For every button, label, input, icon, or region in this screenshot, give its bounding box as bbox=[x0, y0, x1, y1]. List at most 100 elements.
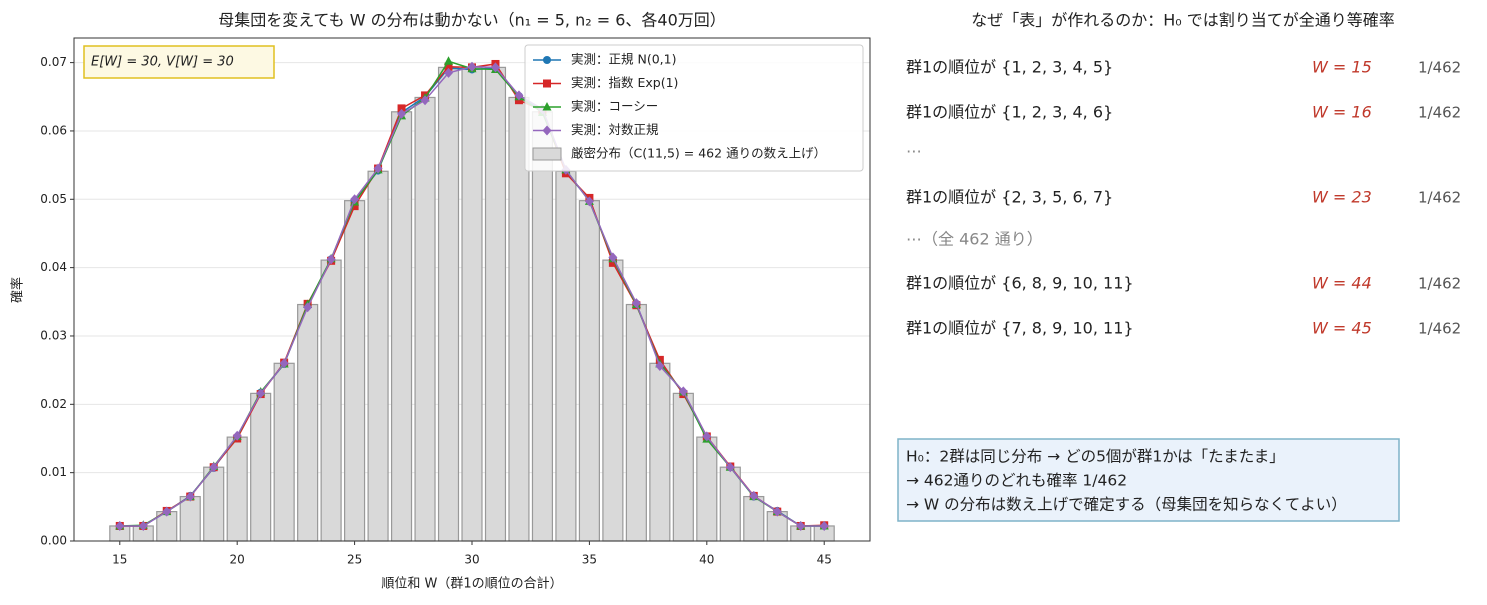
bar bbox=[344, 200, 366, 542]
row-w: W = 15 bbox=[1312, 58, 1372, 77]
row-label: ⋯ bbox=[906, 142, 922, 161]
marker bbox=[608, 258, 617, 267]
row-label: 群1の順位が {6, 8, 9, 10, 11} bbox=[906, 274, 1134, 293]
row-w: W = 45 bbox=[1312, 319, 1372, 338]
marker bbox=[138, 520, 148, 531]
marker bbox=[420, 95, 430, 106]
marker bbox=[678, 386, 688, 397]
bar bbox=[226, 436, 248, 542]
annotation: E[W] = 30, V[W] = 30 bbox=[91, 55, 234, 70]
marker bbox=[584, 196, 594, 207]
row-label: 群1の順位が {1, 2, 3, 4, 6} bbox=[906, 103, 1113, 122]
bar bbox=[625, 303, 647, 542]
marker bbox=[279, 358, 289, 369]
y-tick-label: 0.04 bbox=[40, 260, 67, 274]
bar bbox=[649, 362, 671, 542]
marker bbox=[185, 491, 195, 502]
panel-title: なぜ「表」が作れるのか：H₀ では割り当てが全通り等確率 bbox=[971, 11, 1395, 30]
x-tick-label: 35 bbox=[582, 553, 597, 567]
marker bbox=[819, 520, 829, 531]
bar bbox=[250, 392, 272, 542]
row-label: 群1の順位が {7, 8, 9, 10, 11} bbox=[906, 319, 1134, 338]
x-tick-label: 25 bbox=[347, 553, 362, 567]
row-w: W = 23 bbox=[1312, 188, 1372, 207]
marker bbox=[631, 298, 641, 309]
marker bbox=[543, 79, 551, 88]
marker bbox=[796, 520, 806, 531]
x-tick-label: 40 bbox=[699, 553, 714, 567]
y-tick-label: 0.02 bbox=[40, 397, 67, 411]
y-tick-label: 0.01 bbox=[40, 465, 67, 479]
bar bbox=[203, 466, 225, 542]
marker bbox=[397, 108, 407, 119]
plot-frame bbox=[73, 37, 871, 542]
chart-title: 母集団を変えても W の分布は動かない（n₁ = 5, n₂ = 6、各40万回… bbox=[218, 11, 726, 30]
marker bbox=[655, 361, 665, 372]
marker bbox=[162, 506, 172, 517]
row-prob: 1/462 bbox=[1418, 275, 1461, 293]
bar bbox=[414, 96, 436, 542]
row-w: W = 16 bbox=[1312, 103, 1372, 122]
legend-label: 実測：正規 N(0,1) bbox=[571, 52, 676, 67]
marker bbox=[397, 104, 406, 113]
row-label: 群1の順位が {1, 2, 3, 4, 5} bbox=[906, 58, 1113, 77]
row-prob: 1/462 bbox=[1418, 189, 1461, 207]
marker bbox=[444, 56, 454, 65]
x-tick-label: 45 bbox=[817, 553, 832, 567]
note-line: → W の分布は数え上げで確定する（母集団を知らなくてよい） bbox=[906, 496, 1347, 514]
x-tick-label: 20 bbox=[230, 553, 245, 567]
annotation-box bbox=[83, 45, 275, 79]
bar bbox=[484, 66, 507, 542]
x-axis-label: 順位和 W（群1の順位の合計） bbox=[381, 576, 562, 592]
legend-swatch bbox=[532, 147, 562, 161]
legend-label: 実測：コーシー bbox=[571, 99, 658, 114]
marker bbox=[608, 252, 618, 263]
bar bbox=[672, 392, 694, 542]
bar bbox=[555, 170, 577, 542]
marker bbox=[303, 302, 313, 313]
legend-label: 実測：指数 Exp(1) bbox=[571, 75, 678, 90]
bar bbox=[437, 66, 460, 542]
row-label: 群1の順位が {2, 3, 5, 6, 7} bbox=[906, 188, 1113, 207]
marker bbox=[514, 90, 524, 101]
x-tick-label: 30 bbox=[464, 553, 479, 567]
legend-label: 実測：対数正規 bbox=[571, 122, 659, 137]
marker bbox=[444, 67, 454, 78]
row-prob: 1/462 bbox=[1418, 104, 1461, 122]
marker bbox=[326, 254, 336, 265]
bar bbox=[320, 259, 342, 542]
y-tick-label: 0.03 bbox=[40, 328, 67, 342]
marker bbox=[256, 388, 266, 399]
bar bbox=[602, 259, 624, 542]
bar bbox=[390, 111, 413, 542]
marker bbox=[490, 62, 500, 73]
bar bbox=[743, 495, 765, 542]
marker bbox=[232, 430, 242, 441]
marker bbox=[702, 431, 712, 442]
bar bbox=[719, 466, 741, 542]
note-line: H₀：2群は同じ分布 → どの5個が群1かは「たまたま」 bbox=[906, 448, 1285, 466]
bar bbox=[531, 111, 554, 542]
bar bbox=[696, 436, 718, 542]
row-w: W = 44 bbox=[1312, 274, 1372, 293]
y-axis-label: 確率 bbox=[10, 277, 26, 303]
row-prob: 1/462 bbox=[1418, 320, 1461, 338]
marker bbox=[444, 62, 453, 71]
marker bbox=[115, 520, 125, 531]
y-tick-label: 0.07 bbox=[40, 55, 67, 69]
row-label: ⋯（全 462 通り） bbox=[906, 230, 1043, 249]
y-tick-label: 0.06 bbox=[40, 123, 67, 137]
bar bbox=[273, 362, 295, 542]
marker bbox=[542, 125, 552, 136]
marker bbox=[373, 163, 383, 174]
marker bbox=[725, 462, 735, 473]
legend-box bbox=[524, 44, 864, 172]
row-prob: 1/462 bbox=[1418, 59, 1461, 77]
y-tick-label: 0.00 bbox=[40, 534, 67, 548]
marker bbox=[209, 462, 219, 473]
bar bbox=[297, 303, 319, 542]
marker bbox=[350, 194, 360, 205]
bar bbox=[367, 170, 389, 542]
marker bbox=[350, 202, 359, 211]
